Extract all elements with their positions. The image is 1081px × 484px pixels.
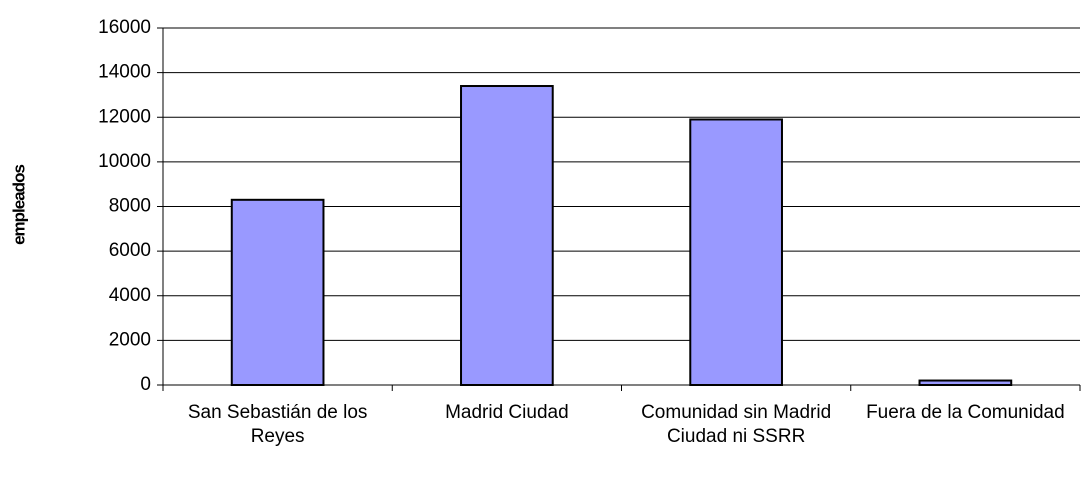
y-axis-label: empleados	[9, 165, 28, 245]
y-tick-label: 14000	[98, 62, 151, 83]
x-tick-label: Comunidad sin Madrid Ciudad ni SSRR	[641, 402, 832, 447]
y-tick-label: 10000	[98, 151, 151, 172]
y-tick-label: 4000	[109, 285, 151, 306]
bar	[689, 118, 783, 386]
bar	[918, 379, 1013, 387]
y-tick-label: 0	[140, 374, 151, 395]
x-tick-label: Madrid Ciudad	[445, 402, 569, 423]
y-tick-label: 6000	[109, 240, 151, 261]
y-tick-label: 8000	[109, 196, 151, 217]
bar	[460, 85, 554, 386]
y-tick-label: 16000	[98, 17, 151, 38]
bar	[230, 198, 325, 386]
x-tick-label: Fuera de la Comunidad	[866, 402, 1065, 423]
x-tick-label: San Sebastián de los Reyes	[187, 402, 368, 447]
y-tick-label: 12000	[98, 106, 151, 127]
y-tick-label: 2000	[109, 329, 151, 350]
